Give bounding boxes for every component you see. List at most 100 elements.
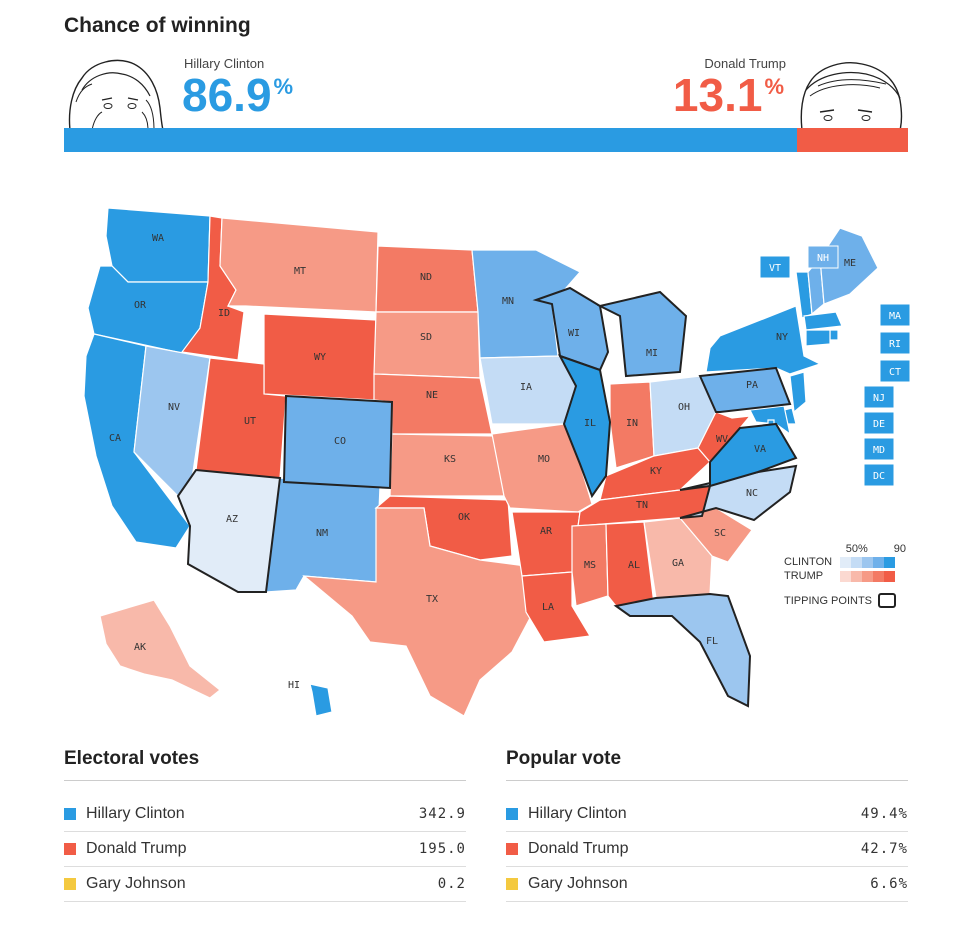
- state-in[interactable]: [609, 381, 655, 469]
- map-legend: 50% 90 CLINTON TRUMP TIPPING POINTS: [784, 543, 910, 608]
- state-label-box-ct[interactable]: CT: [879, 359, 911, 383]
- state-label-box-bg: [879, 359, 911, 383]
- state-nj[interactable]: [789, 371, 807, 414]
- state-label-il: IL: [584, 418, 596, 429]
- state-shape-wa[interactable]: [105, 207, 211, 283]
- state-shape-ar[interactable]: [511, 511, 581, 577]
- state-ny[interactable]: [705, 305, 822, 375]
- clinton-swatch: [64, 808, 76, 820]
- legend-clinton-label: CLINTON: [784, 556, 833, 568]
- state-shape-il[interactable]: [557, 354, 612, 499]
- state-label-box-bg: [863, 463, 895, 487]
- state-label-mt: MT: [294, 266, 306, 277]
- state-wa[interactable]: [105, 207, 211, 283]
- state-ma[interactable]: [803, 311, 843, 331]
- state-label-ga: GA: [672, 558, 684, 569]
- state-shape-ct[interactable]: [805, 329, 831, 347]
- electoral-value: 195.0: [418, 841, 466, 857]
- state-shape-wi[interactable]: [532, 286, 610, 372]
- state-ms[interactable]: [571, 523, 609, 607]
- state-shape-co[interactable]: [282, 394, 394, 490]
- state-ak[interactable]: [99, 599, 221, 699]
- state-shape-az[interactable]: [176, 468, 282, 593]
- state-label-ri: RI: [889, 339, 901, 350]
- state-co[interactable]: [282, 394, 394, 490]
- state-shape-ga[interactable]: [643, 517, 713, 599]
- state-label-ok: OK: [458, 512, 470, 523]
- legend-trump-row: TRUMP: [784, 569, 910, 583]
- state-label-ky: KY: [650, 466, 662, 477]
- state-ks[interactable]: [389, 433, 505, 497]
- state-label-box-dc[interactable]: DC: [863, 463, 895, 487]
- state-label-co: CO: [334, 436, 346, 447]
- state-fl[interactable]: [613, 592, 752, 708]
- state-label-box-vt[interactable]: VT: [759, 255, 791, 279]
- state-il[interactable]: [557, 354, 612, 499]
- state-shape-mi[interactable]: [597, 290, 688, 378]
- state-label-in: IN: [626, 418, 638, 429]
- state-label-md: MD: [873, 445, 885, 456]
- trump-probability-segment: [797, 128, 908, 152]
- state-shape-hi[interactable]: [251, 651, 333, 717]
- state-pa[interactable]: [698, 366, 792, 413]
- trump-portrait-icon: [800, 62, 903, 130]
- electoral-value: 0.2: [437, 876, 466, 892]
- state-va[interactable]: [709, 422, 798, 488]
- legend-ramp-swatch: [884, 570, 895, 582]
- state-nc[interactable]: [679, 464, 798, 522]
- candidate-name: Donald Trump: [528, 840, 629, 857]
- state-label-box-nj[interactable]: NJ: [863, 385, 895, 409]
- state-shape-sd[interactable]: [373, 311, 481, 379]
- table-row: Gary Johnson 0.2: [64, 867, 466, 902]
- state-label-box-bg: [807, 245, 839, 269]
- state-shape-nj[interactable]: [789, 371, 807, 414]
- state-label-box-ma[interactable]: MA: [879, 303, 911, 327]
- state-shape-pa[interactable]: [698, 366, 792, 413]
- state-label-box-de[interactable]: DE: [863, 411, 895, 435]
- state-label-tn: TN: [636, 500, 648, 511]
- state-az[interactable]: [176, 468, 282, 593]
- trump-swatch: [506, 843, 518, 855]
- state-shape-ms[interactable]: [571, 523, 609, 607]
- state-shape-mt[interactable]: [219, 217, 379, 313]
- state-label-vt: VT: [769, 263, 781, 274]
- state-label-sd: SD: [420, 332, 432, 343]
- state-shape-va[interactable]: [709, 422, 798, 488]
- state-label-wv: WV: [716, 434, 728, 445]
- legend-scale: 50% 90: [784, 543, 910, 555]
- trump-name: Donald Trump: [704, 56, 786, 71]
- state-shape-ks[interactable]: [389, 433, 505, 497]
- legend-ramp-swatch: [862, 556, 873, 568]
- us-forecast-map: WA OR CA NV ID MT WY UT AZ CO NM ND SD NE KS OK TX MN IA MO…: [83, 207, 911, 717]
- state-label-mo: MO: [538, 454, 550, 465]
- state-ri[interactable]: [829, 329, 839, 341]
- state-label-sc: SC: [714, 528, 726, 539]
- state-ar[interactable]: [511, 511, 581, 577]
- state-tx[interactable]: [302, 507, 531, 717]
- state-shape-nc[interactable]: [679, 464, 798, 522]
- state-shape-ny[interactable]: [705, 305, 822, 375]
- state-shape-ri[interactable]: [829, 329, 839, 341]
- state-hi[interactable]: [251, 651, 333, 717]
- state-label-ar: AR: [540, 526, 553, 537]
- state-mi[interactable]: [597, 290, 688, 378]
- state-wi[interactable]: [532, 286, 610, 372]
- state-shape-in[interactable]: [609, 381, 655, 469]
- legend-ramp-swatch: [862, 570, 873, 582]
- state-shape-fl[interactable]: [613, 592, 752, 708]
- state-sd[interactable]: [373, 311, 481, 379]
- state-label-box-md[interactable]: MD: [863, 437, 895, 461]
- state-shape-ak[interactable]: [99, 599, 221, 699]
- state-label-dc: DC: [873, 471, 885, 482]
- state-shape-tx[interactable]: [302, 507, 531, 717]
- state-label-box-ri[interactable]: RI: [879, 331, 911, 355]
- state-label-wy: WY: [314, 352, 326, 363]
- state-label-nc: NC: [746, 488, 758, 499]
- state-shape-ma[interactable]: [803, 311, 843, 331]
- state-ga[interactable]: [643, 517, 713, 599]
- state-label-mi: MI: [646, 348, 658, 359]
- state-label-nv: NV: [168, 402, 180, 413]
- state-ct[interactable]: [805, 329, 831, 347]
- state-mt[interactable]: [219, 217, 379, 313]
- state-label-box-nh[interactable]: NH: [807, 245, 839, 269]
